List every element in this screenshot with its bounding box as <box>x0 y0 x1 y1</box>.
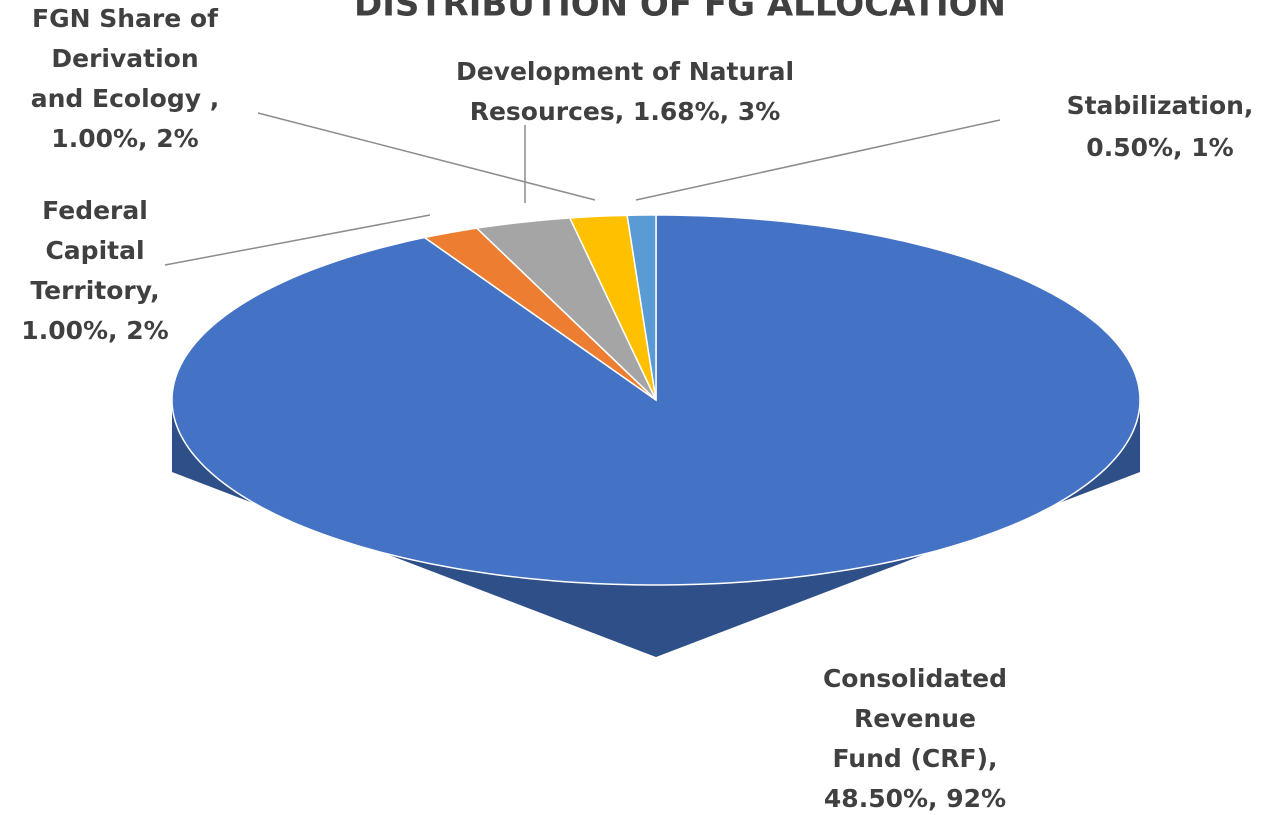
data-label: Stabilization, <box>1067 91 1254 120</box>
pie-tops <box>171 214 1141 586</box>
pie-slice <box>626 214 657 401</box>
data-label: Revenue <box>854 704 976 733</box>
data-label: Fund (CRF), <box>832 744 997 773</box>
data-label: FGN Share of <box>32 4 219 33</box>
pie-wall-shade <box>172 400 1140 657</box>
leader-line <box>635 119 1001 201</box>
pie-wall <box>172 400 1140 657</box>
data-label: 1.00%, 2% <box>21 316 168 345</box>
data-label: 48.50%, 92% <box>824 784 1006 813</box>
data-label: Consolidated <box>823 664 1007 693</box>
data-label: 1.00%, 2% <box>51 124 198 153</box>
data-label: Resources, 1.68%, 3% <box>470 97 781 126</box>
pie-slice <box>422 227 657 401</box>
pie-walls <box>172 400 1140 657</box>
data-label: Federal <box>42 196 148 225</box>
leader-line <box>257 112 596 201</box>
data-label: Capital <box>45 236 144 265</box>
data-label: 0.50%, 1% <box>1086 133 1233 162</box>
data-label: Development of Natural <box>456 57 794 86</box>
leader-line <box>164 214 431 266</box>
pie-slice <box>568 214 657 401</box>
data-label: Territory, <box>30 276 159 305</box>
data-label: Derivation <box>51 44 198 73</box>
pie-slice <box>475 217 657 401</box>
data-label: and Ecology , <box>31 84 219 113</box>
chart-title: DISTRIBUTION OF FG ALLOCATION <box>354 0 1006 25</box>
leader-lines <box>164 112 1001 266</box>
